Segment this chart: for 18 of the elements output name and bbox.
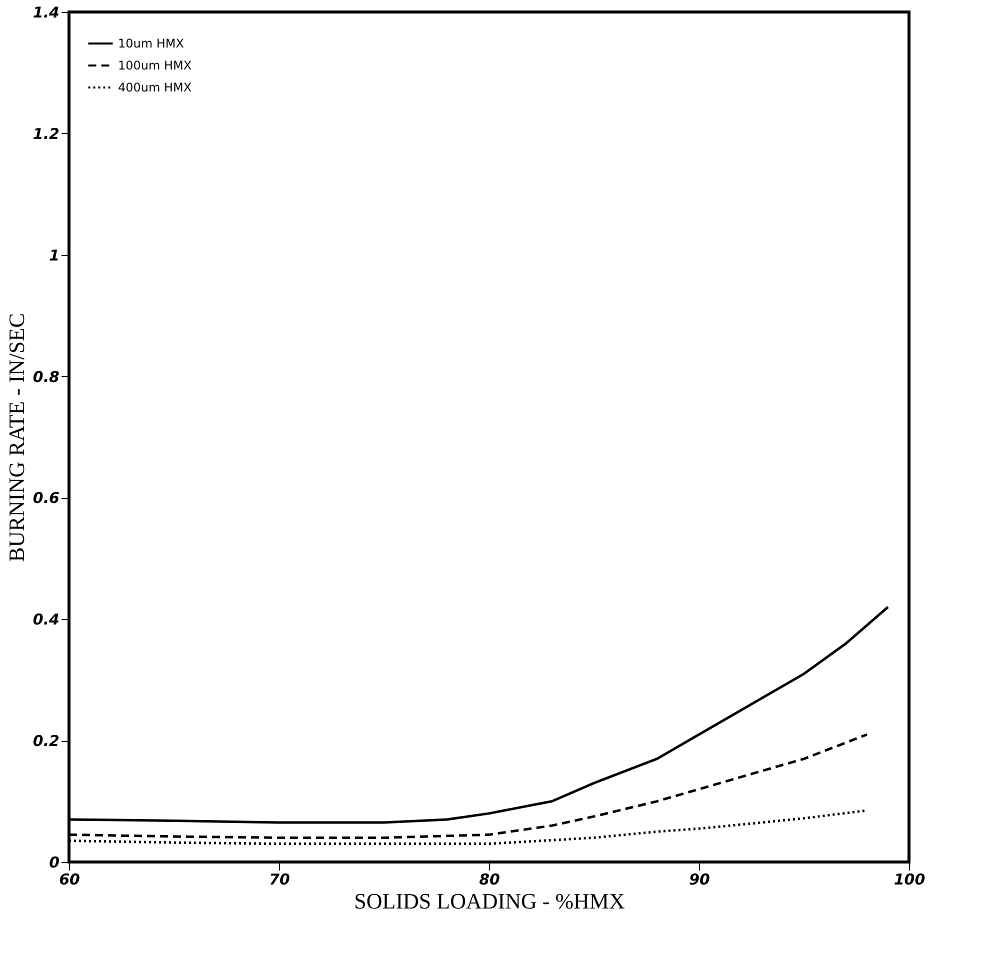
legend-label: 400um HMX	[118, 80, 192, 94]
x-tick-label: 60	[59, 870, 80, 888]
y-tick-label: 0.4	[32, 610, 60, 629]
x-tick-label: 80	[479, 870, 500, 888]
y-tick-label: 1	[49, 246, 60, 264]
y-tick-label: 0.6	[32, 489, 60, 508]
x-tick-label: 70	[269, 870, 290, 888]
x-tick-label: 100	[894, 870, 926, 888]
y-tick-label: 0	[49, 854, 60, 872]
y-tick-label: 0.8	[32, 368, 60, 386]
y-axis-title: BURNING RATE - IN/SEC	[4, 313, 29, 562]
legend-label: 100um HMX	[118, 58, 192, 72]
x-tick-label: 90	[689, 870, 710, 888]
x-axis-title: SOLIDS LOADING - %HMX	[354, 888, 625, 914]
y-tick-label: 0.2	[32, 732, 60, 750]
y-tick-label: 1.2	[32, 124, 60, 143]
legend-label: 10um HMX	[118, 36, 184, 50]
y-tick-label: 1.4	[32, 4, 60, 22]
